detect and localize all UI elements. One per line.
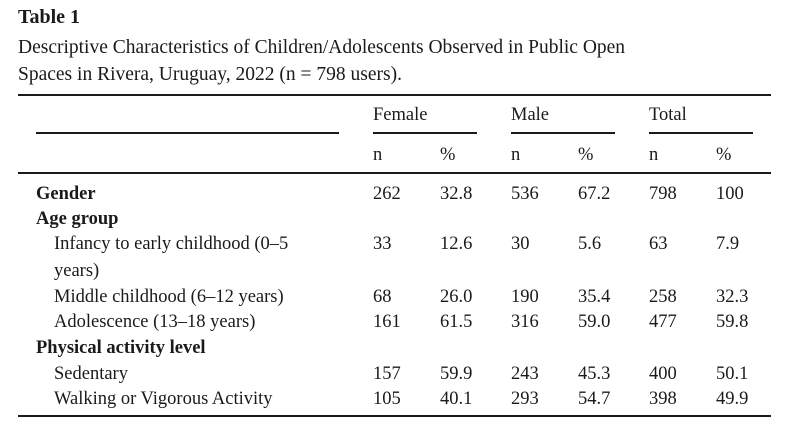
row-label: Walking or Vigorous Activity: [54, 389, 273, 409]
table-cell: 40.1: [440, 389, 473, 409]
table-cell: 50.1: [716, 364, 749, 384]
group-header-total: Total: [649, 105, 687, 125]
table-cell: 262: [373, 184, 401, 204]
table-cell: 477: [649, 312, 677, 332]
subheader-total-n: n: [649, 145, 659, 165]
row-label: Infancy to early childhood (0–5: [54, 234, 289, 254]
table-cell: 258: [649, 287, 677, 307]
table-cell: 35.4: [578, 287, 611, 307]
table-cell: 45.3: [578, 364, 611, 384]
section-label: Gender: [36, 184, 96, 204]
subheader-male-n: n: [511, 145, 521, 165]
caption-line-2: Spaces in Rivera, Uruguay, 2022 (n = 798…: [18, 64, 402, 85]
table-cell: 54.7: [578, 389, 611, 409]
table-cell: 105: [373, 389, 401, 409]
subheader-female-pct: %: [440, 145, 456, 165]
table-cell: 316: [511, 312, 539, 332]
table-cell: 63: [649, 234, 668, 254]
table-cell: 536: [511, 184, 539, 204]
table-cell: 157: [373, 364, 401, 384]
table-cell: 68: [373, 287, 392, 307]
table-cell: 243: [511, 364, 539, 384]
table-cell: 5.6: [578, 234, 602, 254]
table-cell: 7.9: [716, 234, 740, 254]
row-label: Middle childhood (6–12 years): [54, 287, 284, 307]
subheader-male-pct: %: [578, 145, 594, 165]
caption-line-1: Descriptive Characteristics of Children/…: [18, 37, 626, 58]
table-cell: 100: [716, 184, 744, 204]
group-header-male: Male: [511, 105, 550, 125]
table-cell: 161: [373, 312, 401, 332]
header-rule: [18, 172, 771, 174]
table-cell: 26.0: [440, 287, 473, 307]
table-cell: 61.5: [440, 312, 473, 332]
section-label: Age group: [36, 209, 119, 229]
section-label: Physical activity level: [36, 338, 206, 358]
subheader-female-n: n: [373, 145, 383, 165]
table-label: Table 1: [18, 6, 81, 28]
table-caption: Descriptive Characteristics of Children/…: [18, 34, 778, 88]
subheader-total-pct: %: [716, 145, 732, 165]
table-cell: 798: [649, 184, 677, 204]
top-rule: [18, 94, 771, 96]
row-label-continuation: years): [54, 261, 100, 281]
table-cell: 33: [373, 234, 392, 254]
table-cell: 293: [511, 389, 539, 409]
female-span-rule: [373, 132, 477, 134]
table-cell: 30: [511, 234, 530, 254]
table-cell: 67.2: [578, 184, 611, 204]
table-cell: 32.8: [440, 184, 473, 204]
table-cell: 59.8: [716, 312, 749, 332]
bottom-rule: [18, 415, 771, 417]
total-span-rule: [649, 132, 753, 134]
stub-rule: [36, 132, 339, 134]
row-label: Sedentary: [54, 364, 128, 384]
table-cell: 32.3: [716, 287, 749, 307]
table-cell: 59.0: [578, 312, 611, 332]
table-cell: 400: [649, 364, 677, 384]
table-cell: 190: [511, 287, 539, 307]
row-label: Adolescence (13–18 years): [54, 312, 256, 332]
table-cell: 49.9: [716, 389, 749, 409]
group-header-female: Female: [373, 105, 428, 125]
table-cell: 12.6: [440, 234, 473, 254]
male-span-rule: [511, 132, 615, 134]
table-cell: 59.9: [440, 364, 473, 384]
table-cell: 398: [649, 389, 677, 409]
